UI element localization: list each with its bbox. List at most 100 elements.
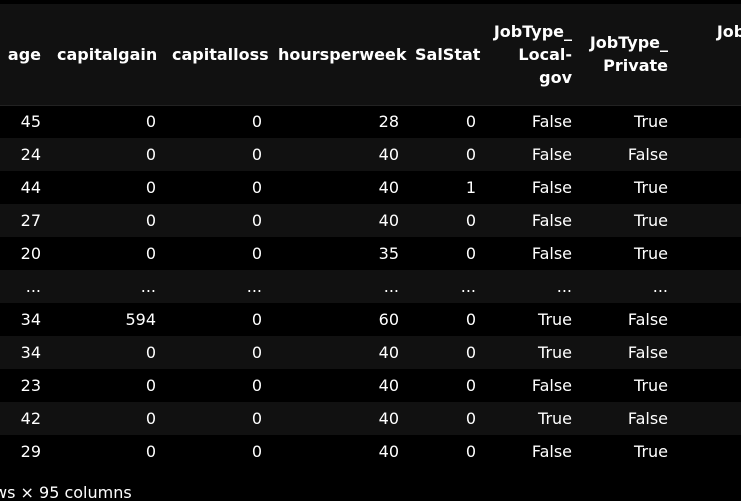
table-cell: 40 — [378, 145, 399, 164]
table-body: 4500280FalseTrueFalse2400400FalseFalseFa… — [0, 105, 741, 468]
table-header: age capitalgain capitalloss hoursperweek Sal… — [0, 4, 741, 106]
table-cell: 40 — [378, 343, 399, 362]
table-row: 34 0 0 40 0 True False False — [0, 336, 741, 369]
table-cell: 42 — [20, 409, 41, 428]
table-cell: False — [627, 310, 668, 329]
column-header-line: Private — [603, 56, 668, 76]
table-cell: True — [634, 244, 668, 263]
dataframe-scroll-area[interactable]: age capitalgain capitalloss hoursperweek Sal… — [0, 4, 741, 474]
table-cell: 60 — [378, 310, 399, 329]
table-cell: 0 — [465, 409, 476, 428]
column-header-line: gov — [539, 67, 572, 87]
table-cell: False — [678, 237, 741, 270]
table-cell: 0 — [465, 145, 476, 164]
column-header: SalStat — [409, 4, 486, 106]
table-cell: True — [634, 376, 668, 395]
table-cell: False — [531, 442, 572, 461]
table-cell: False — [678, 171, 741, 204]
table-cell: False — [531, 145, 572, 164]
table-cell: 35 — [378, 244, 399, 263]
table-cell: 24 — [20, 145, 41, 164]
column-header-line: JobType_ — [716, 21, 741, 41]
table-row: 20 0 0 35 0 False True False — [0, 237, 741, 270]
table-cell: 0 — [145, 442, 156, 461]
table-cell: 0 — [465, 244, 476, 263]
table-cell: False — [678, 402, 741, 435]
column-header-line: JobType_ — [589, 33, 668, 53]
table-cell: 40 — [378, 442, 399, 461]
table-cell: 27 — [20, 211, 41, 230]
table-cell: 0 — [251, 178, 262, 197]
table-cell: 0 — [145, 211, 156, 230]
table-row: 29 0 0 40 0 False True False — [0, 435, 741, 468]
table-cell: 0 — [251, 112, 262, 132]
table-cell: False — [678, 336, 741, 369]
table-cell: False — [678, 435, 741, 468]
table-cell: 0 — [145, 343, 156, 362]
column-header: hoursperweek — [272, 4, 409, 106]
table-cell: 0 — [251, 409, 262, 428]
column-header: JobType_Seemp- — [678, 4, 741, 106]
table-cell: 0 — [465, 211, 476, 230]
table-row: 27 0 0 40 0 False True False — [0, 204, 741, 237]
table-cell: 0 — [251, 376, 262, 395]
table-cell: 0 — [251, 244, 262, 263]
column-header: JobType_ Local-gov — [486, 4, 582, 106]
table-cell: 0 — [145, 244, 156, 263]
table-row: 34 594 0 60 0 True False False — [0, 303, 741, 336]
table-cell: 40 — [378, 376, 399, 395]
table-cell: 0 — [145, 178, 156, 197]
table-cell: 0 — [145, 376, 156, 395]
table-cell: 0 — [251, 145, 262, 164]
table-cell: 28 — [378, 112, 399, 132]
table-cell: 0 — [465, 343, 476, 362]
table-row: 44 0 0 40 1 False True False — [0, 171, 741, 204]
table-cell: False — [627, 409, 668, 428]
table-cell: False — [678, 138, 741, 171]
table-cell: False — [531, 211, 572, 230]
table-cell: False — [678, 105, 741, 138]
table-cell: 44 — [20, 178, 41, 197]
table-cell: True — [634, 442, 668, 461]
table-cell: 23 — [20, 376, 41, 395]
header-row: age capitalgain capitalloss hoursperweek Sal… — [0, 4, 741, 106]
table-cell: 0 — [465, 442, 476, 461]
table-cell: False — [678, 204, 741, 237]
table-cell: ... — [678, 270, 741, 303]
table-cell: False — [531, 178, 572, 197]
table-cell: 0 — [251, 310, 262, 329]
column-header-line: Local- — [518, 44, 572, 64]
table-cell: 594 — [125, 310, 156, 329]
table-cell: False — [678, 303, 741, 336]
table-cell: True — [538, 310, 572, 329]
table-cell: True — [538, 343, 572, 362]
table-cell: 45 — [20, 112, 41, 132]
table-cell: ... — [140, 276, 156, 296]
table-cell: 34 — [20, 343, 41, 362]
table-cell: 0 — [251, 442, 262, 461]
table-cell: 0 — [465, 376, 476, 395]
table-cell: False — [627, 343, 668, 362]
table-cell: False — [627, 145, 668, 164]
table-cell: True — [538, 409, 572, 428]
table-row: 45 0 0 28 0 False True False — [0, 105, 741, 138]
table-cell: 34 — [20, 310, 41, 329]
dataframe-shape-summary: rows × 95 columns — [0, 483, 132, 501]
table-cell: False — [531, 376, 572, 395]
table-cell: 0 — [251, 211, 262, 230]
table-cell: 1 — [465, 178, 476, 197]
table-cell: ... — [246, 276, 262, 296]
table-cell: 0 — [465, 112, 476, 132]
column-header: age — [0, 4, 51, 106]
table-row: 42 0 0 40 0 True False False — [0, 402, 741, 435]
table-cell: 20 — [20, 244, 41, 263]
column-header: capitalloss — [166, 4, 272, 106]
table-cell: False — [531, 244, 572, 263]
table-cell: 29 — [20, 442, 41, 461]
table-cell: ... — [460, 276, 476, 296]
table-cell: True — [634, 178, 668, 197]
table-cell: 0 — [145, 145, 156, 164]
table-cell: 40 — [378, 178, 399, 197]
table-cell: False — [678, 369, 741, 402]
